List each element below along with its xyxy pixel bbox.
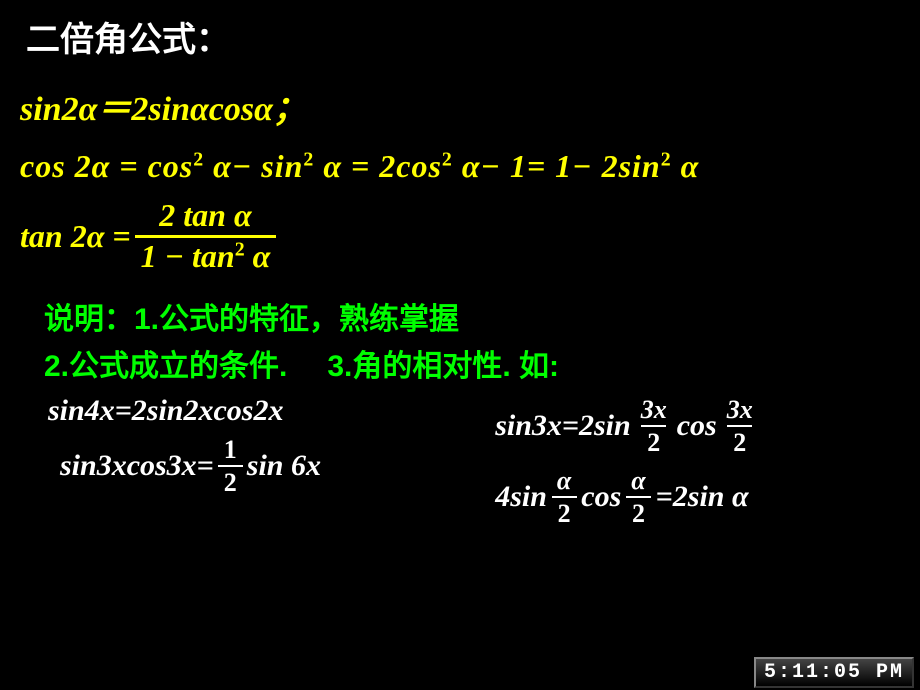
- e4-num2: α: [625, 467, 651, 496]
- e3-num1: 3x: [635, 396, 673, 425]
- squared-exponent: 2: [235, 238, 245, 260]
- e3-num2: 3x: [721, 396, 759, 425]
- cos-part3: 2cos: [379, 148, 442, 184]
- tan-lhs: tan 2α =: [20, 218, 131, 255]
- tan-numerator: 2 tan α: [153, 199, 257, 235]
- e4-b: cos: [581, 482, 621, 512]
- example-sin4x: sin4x= 2sin2xcos2x: [48, 396, 495, 426]
- note-2a: 2.公式成立的条件.: [44, 344, 287, 391]
- slide: 二倍角公式： sin2α＝2sinαcosα； cos 2α = cos2 α−…: [0, 0, 920, 690]
- e4-frac2: α 2: [625, 467, 651, 528]
- examples-left-column: sin4x= 2sin2xcos2x sin3xcos3x= 1 2 sin 6…: [20, 396, 495, 527]
- e1-lhs: sin4x=: [48, 396, 132, 426]
- timestamp-overlay: 5:11:05 PM: [754, 657, 914, 688]
- slide-title: 二倍角公式：: [26, 12, 900, 61]
- example-4sin-half: 4sin α 2 cos α 2 = 2sin α: [495, 467, 900, 528]
- e2-den: 2: [218, 465, 243, 496]
- cos-part3-arg: α−: [453, 148, 501, 184]
- cos-part6: 2sin: [602, 148, 661, 184]
- e4-eq: =: [656, 482, 673, 512]
- cos-part2-arg: α =: [314, 148, 370, 184]
- e4-rhs: 2sin α: [673, 482, 749, 512]
- cos-lhs: cos 2α =: [20, 148, 139, 184]
- e1-rhs: 2sin2xcos2x: [132, 396, 284, 426]
- squared-exponent: 2: [193, 148, 204, 170]
- note-2b: 3.角的相对性. 如:: [327, 344, 559, 391]
- tan-den-a: 1 − tan: [141, 238, 235, 274]
- e3-a: 2sin: [579, 411, 631, 441]
- examples-right-column: sin3x= 2sin 3x 2 cos 3x 2 4sin α 2 cos: [495, 396, 900, 527]
- e4-frac1: α 2: [551, 467, 577, 528]
- cos-part6-arg: α: [672, 148, 700, 184]
- formula-sin-double: sin2α＝2sinαcosα；: [20, 81, 900, 130]
- e4-a: 4sin: [495, 482, 547, 512]
- e3-den2: 2: [727, 425, 752, 456]
- example-sin3xcos3x: sin3xcos3x= 1 2 sin 6x: [48, 436, 495, 497]
- e3-frac1: 3x 2: [635, 396, 673, 457]
- cos-part1: cos: [148, 148, 194, 184]
- e4-den1: 2: [552, 496, 577, 527]
- examples-block: sin4x= 2sin2xcos2x sin3xcos3x= 1 2 sin 6…: [20, 396, 900, 527]
- tan-fraction: 2 tan α 1 − tan2 α: [135, 199, 277, 273]
- e2-fraction: 1 2: [218, 436, 243, 497]
- note-line-2: 2.公式成立的条件. 3.角的相对性. 如:: [44, 344, 900, 391]
- cos-part4: 1=: [510, 148, 546, 184]
- example-sin3x: sin3x= 2sin 3x 2 cos 3x 2: [495, 396, 900, 457]
- note-line-1: 说明：1.公式的特征，熟练掌握: [44, 297, 900, 344]
- formula-tan-double: tan 2α = 2 tan α 1 − tan2 α: [20, 199, 900, 273]
- e4-num1: α: [551, 467, 577, 496]
- e3-lhs: sin3x=: [495, 411, 579, 441]
- e3-den1: 2: [641, 425, 666, 456]
- cos-part1-arg: α−: [204, 148, 252, 184]
- notes-block: 说明：1.公式的特征，熟练掌握 2.公式成立的条件. 3.角的相对性. 如:: [44, 297, 900, 390]
- squared-exponent: 2: [661, 148, 672, 170]
- squared-exponent: 2: [303, 148, 314, 170]
- formula-cos-double: cos 2α = cos2 α− sin2 α = 2cos2 α− 1= 1−…: [20, 148, 900, 185]
- e4-den2: 2: [626, 496, 651, 527]
- e2-lhs: sin3xcos3x=: [60, 451, 214, 481]
- tan-den-b: α: [245, 238, 271, 274]
- e2-tail: sin 6x: [247, 451, 321, 481]
- e3-frac2: 3x 2: [721, 396, 759, 457]
- e2-num: 1: [218, 436, 243, 465]
- tan-denominator: 1 − tan2 α: [135, 235, 277, 274]
- e3-b: cos: [677, 411, 717, 441]
- cos-part2: sin: [261, 148, 303, 184]
- cos-part5: 1−: [555, 148, 592, 184]
- squared-exponent: 2: [442, 148, 453, 170]
